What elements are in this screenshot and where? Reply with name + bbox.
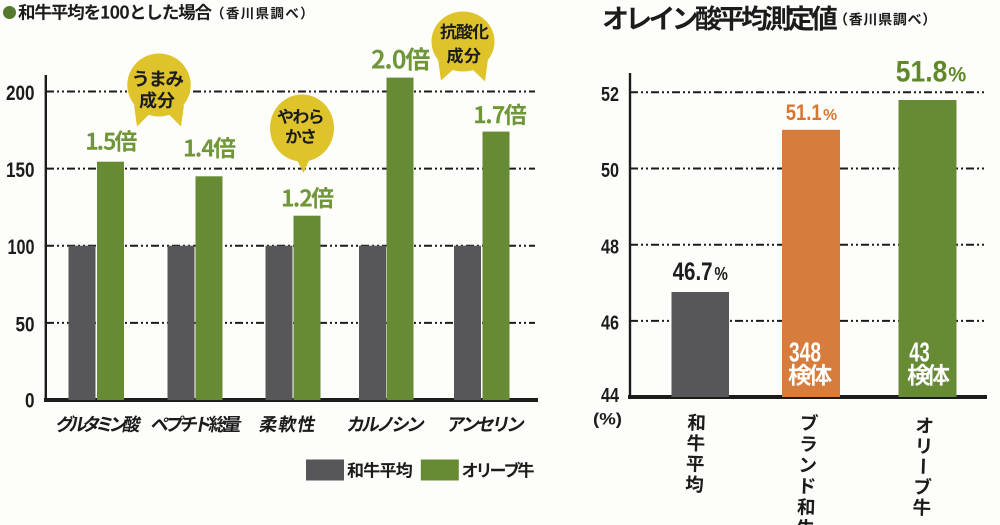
svg-text:51.8: 51.8 (896, 56, 948, 89)
svg-text:48: 48 (601, 236, 619, 258)
svg-text:100: 100 (8, 236, 35, 259)
svg-text:348: 348 (789, 337, 821, 368)
svg-text:150: 150 (6, 159, 35, 182)
svg-text:43: 43 (909, 337, 930, 368)
svg-text:44: 44 (601, 385, 620, 407)
svg-text:46.7: 46.7 (673, 258, 713, 286)
svg-text:50: 50 (601, 160, 619, 182)
svg-text:50: 50 (16, 313, 35, 336)
svg-text:%: % (823, 107, 837, 124)
svg-text:200: 200 (6, 82, 35, 105)
svg-text:52: 52 (601, 84, 619, 106)
svg-text:%: % (714, 264, 728, 284)
svg-text:%: % (948, 64, 966, 87)
svg-text:51.1: 51.1 (786, 100, 822, 125)
svg-text:46: 46 (601, 312, 619, 334)
svg-text:0: 0 (25, 390, 35, 413)
svg-text:(%): (%) (593, 410, 622, 429)
